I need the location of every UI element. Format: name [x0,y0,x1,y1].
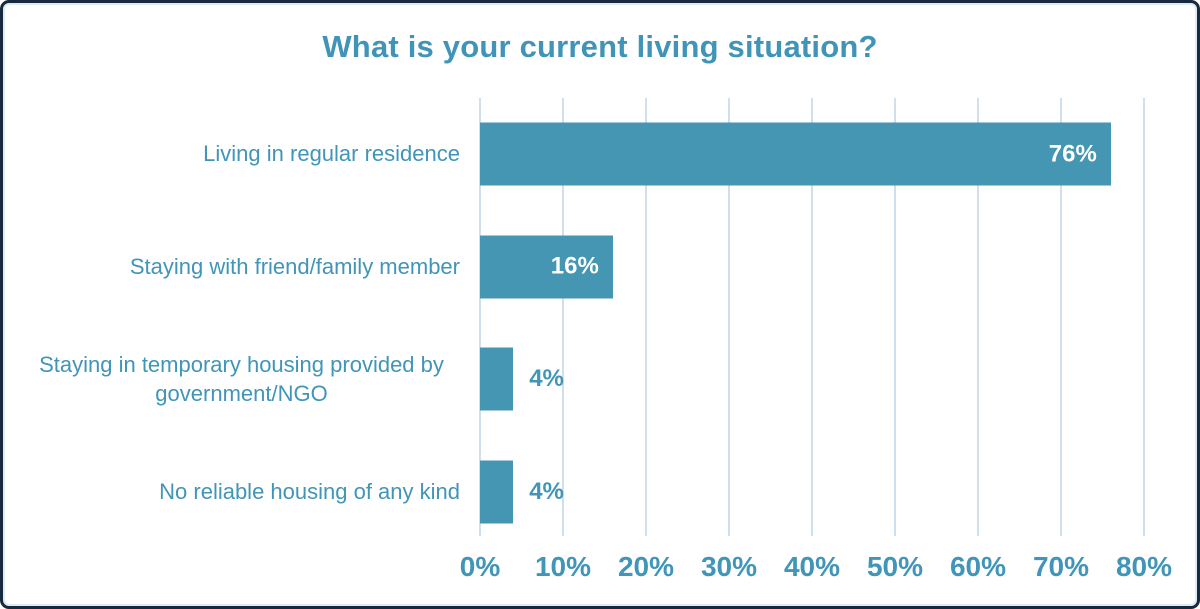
category-label-text: No reliable housing of any kind [159,478,460,504]
bar-row: Staying in temporary housing provided by… [39,323,1144,436]
category-label: Staying with friend/family member [23,211,460,324]
x-tick-label: 0% [459,551,501,582]
gridline [479,98,481,536]
x-tick-label: 60% [949,551,1007,582]
category-label-text: Staying with friend/family member [129,253,460,279]
x-tick-label: 20% [617,551,675,582]
value-label: 16% [550,252,599,280]
category-label-text: Living in regular residence [203,141,460,167]
bar-row: No reliable housing of any kind 4% [159,436,1144,549]
bar: 16% [480,235,613,299]
category-label-text: Staying in temporary housing provided by… [39,351,444,407]
bar [480,347,514,411]
bar-row: Living in regular residence 76% [203,98,1144,211]
bar [480,460,514,524]
gridline [562,98,564,536]
gridline [1143,98,1145,536]
gridline [1060,98,1062,536]
x-tick-label: 50% [866,551,924,582]
value-label: 4% [529,365,564,393]
x-axis: 0% 10% 20% 30% 40% 50% 60% 70% 80% [460,551,1172,593]
value-label: 76% [1048,140,1097,168]
x-tick-label: 10% [534,551,592,582]
plot-area: Living in regular residence 76% Staying wi… [39,98,1145,549]
x-tick-label: 30% [700,551,758,582]
x-tick-label: 80% [1115,551,1173,582]
chart-title: What is your current living situation? [322,29,878,64]
gridline [894,98,896,536]
bar: 76% [480,122,1111,186]
gridline [728,98,730,536]
category-label: No reliable housing of any kind [23,436,460,549]
x-tick-label: 70% [1032,551,1090,582]
gridline [811,98,813,536]
value-label: 4% [529,477,564,505]
bar-row: Staying with friend/family member 16% [130,211,1144,324]
category-label: Living in regular residence [23,98,460,211]
gridline [977,98,979,536]
x-tick-label: 40% [783,551,841,582]
gridline [645,98,647,536]
category-label: Staying in temporary housing provided by… [23,323,460,436]
